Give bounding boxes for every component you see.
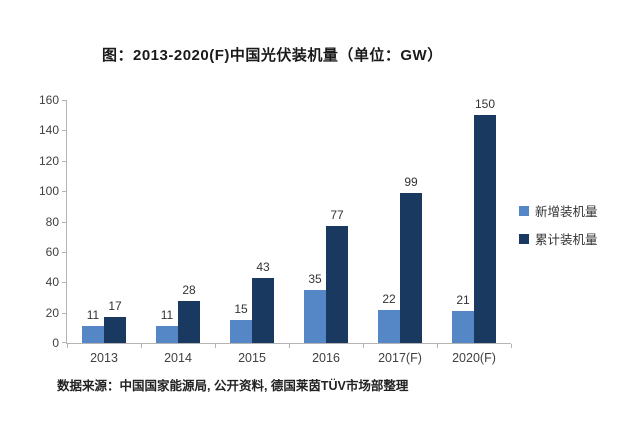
bar-value-label: 35 — [308, 271, 322, 286]
y-axis-tick-mark — [62, 100, 66, 101]
bar-value-label: 11 — [86, 308, 100, 323]
bar-value-label: 99 — [404, 174, 418, 189]
bar-累计装机量-2013 — [104, 317, 126, 343]
bar-group-2020(F): 21 150 — [437, 97, 511, 343]
bar-value-label: 28 — [182, 282, 196, 297]
bar-value-label: 15 — [234, 302, 248, 317]
bar-累计装机量-2020(F) — [474, 115, 496, 343]
x-axis-category-label: 2015 — [238, 351, 266, 365]
bar-新增装机量-2013 — [82, 326, 104, 343]
x-axis-tick-mark — [215, 344, 216, 348]
x-axis-tick-mark — [141, 344, 142, 348]
source-note: 数据来源：中国国家能源局, 公开资料, 德国莱茵TÜV市场部整理 — [57, 379, 409, 393]
bar-新增装机量-2017(F) — [378, 309, 400, 343]
y-axis-tick-label: 100 — [38, 184, 59, 199]
legend-swatch-new-installed-icon — [519, 205, 529, 216]
y-axis-tick-mark — [62, 251, 66, 253]
x-axis-tick-mark — [363, 344, 364, 348]
legend-item-new-installed: 新增装机量 — [519, 201, 598, 220]
y-axis-tick-label: 80 — [45, 214, 59, 229]
y-axis-tick-mark — [62, 221, 66, 223]
bar-group-2017(F): 22 99 — [363, 100, 437, 343]
bar-value-label: 22 — [382, 291, 396, 306]
bar-value-label: 11 — [160, 308, 174, 323]
legend: 新增装机量 累计装机量 — [519, 201, 598, 248]
y-axis-tick-label: 20 — [45, 305, 59, 320]
x-axis-tick-mark — [511, 344, 512, 348]
y-axis-tick-label: 120 — [38, 153, 59, 168]
x-axis-category-label: 2013 — [90, 351, 118, 365]
y-axis-tick-mark — [62, 191, 66, 193]
bar-新增装机量-2015 — [230, 320, 252, 343]
legend-label-cumulative: 累计装机量 — [535, 233, 598, 247]
y-axis-tick-label: 0 — [52, 336, 59, 350]
legend-swatch-cumulative-icon — [519, 233, 529, 244]
x-axis-category-label: 2017(F) — [378, 351, 422, 365]
bar-累计装机量-2016 — [326, 226, 348, 343]
x-axis-tick-mark — [67, 344, 68, 348]
plot-area: 0 20 40 60 80 100 120 140 160 11 17 2013 11 28 2014 15 4… — [39, 93, 512, 365]
bar-累计装机量-2014 — [178, 300, 200, 343]
bar-value-label: 77 — [330, 208, 344, 223]
bar-新增装机量-2016 — [304, 289, 326, 343]
bar-新增装机量-2014 — [156, 326, 178, 343]
y-axis-tick-label: 160 — [38, 93, 59, 107]
bar-group-2015: 15 43 — [215, 100, 289, 343]
y-axis-tick-mark — [62, 160, 66, 162]
x-axis-category-label: 2016 — [312, 351, 340, 365]
bar-累计装机量-2015 — [252, 277, 274, 343]
bar-value-label: 21 — [456, 293, 470, 308]
y-axis-tick-mark — [62, 130, 66, 132]
y-axis-tick-label: 40 — [45, 275, 59, 290]
chart-title: 图：2013-2020(F)中国光伏装机量（单位：GW） — [102, 47, 443, 64]
bar-value-label: 150 — [474, 97, 496, 112]
bar-value-label: 17 — [108, 299, 122, 314]
bar-value-label: 43 — [256, 259, 270, 274]
bar-group-2016: 35 77 — [289, 100, 363, 343]
bar-累计装机量-2017(F) — [400, 192, 422, 343]
x-axis-category-label: 2020(F) — [452, 351, 496, 365]
y-axis-tick-label: 140 — [38, 123, 59, 138]
y-axis-tick-mark — [62, 312, 66, 314]
bar-新增装机量-2020(F) — [452, 311, 474, 343]
x-axis-tick-mark — [437, 344, 438, 348]
bar-group-2014: 11 28 — [141, 100, 215, 343]
x-axis-tick-mark — [289, 344, 290, 348]
bar-group-2013: 11 17 — [67, 100, 141, 343]
y-axis-tick-mark — [62, 282, 66, 284]
y-axis-tick-label: 60 — [45, 244, 59, 259]
x-axis-category-label: 2014 — [164, 351, 192, 365]
legend-label-new-installed: 新增装机量 — [535, 205, 598, 219]
y-axis-tick-mark — [62, 342, 66, 343]
legend-item-cumulative: 累计装机量 — [519, 229, 598, 248]
